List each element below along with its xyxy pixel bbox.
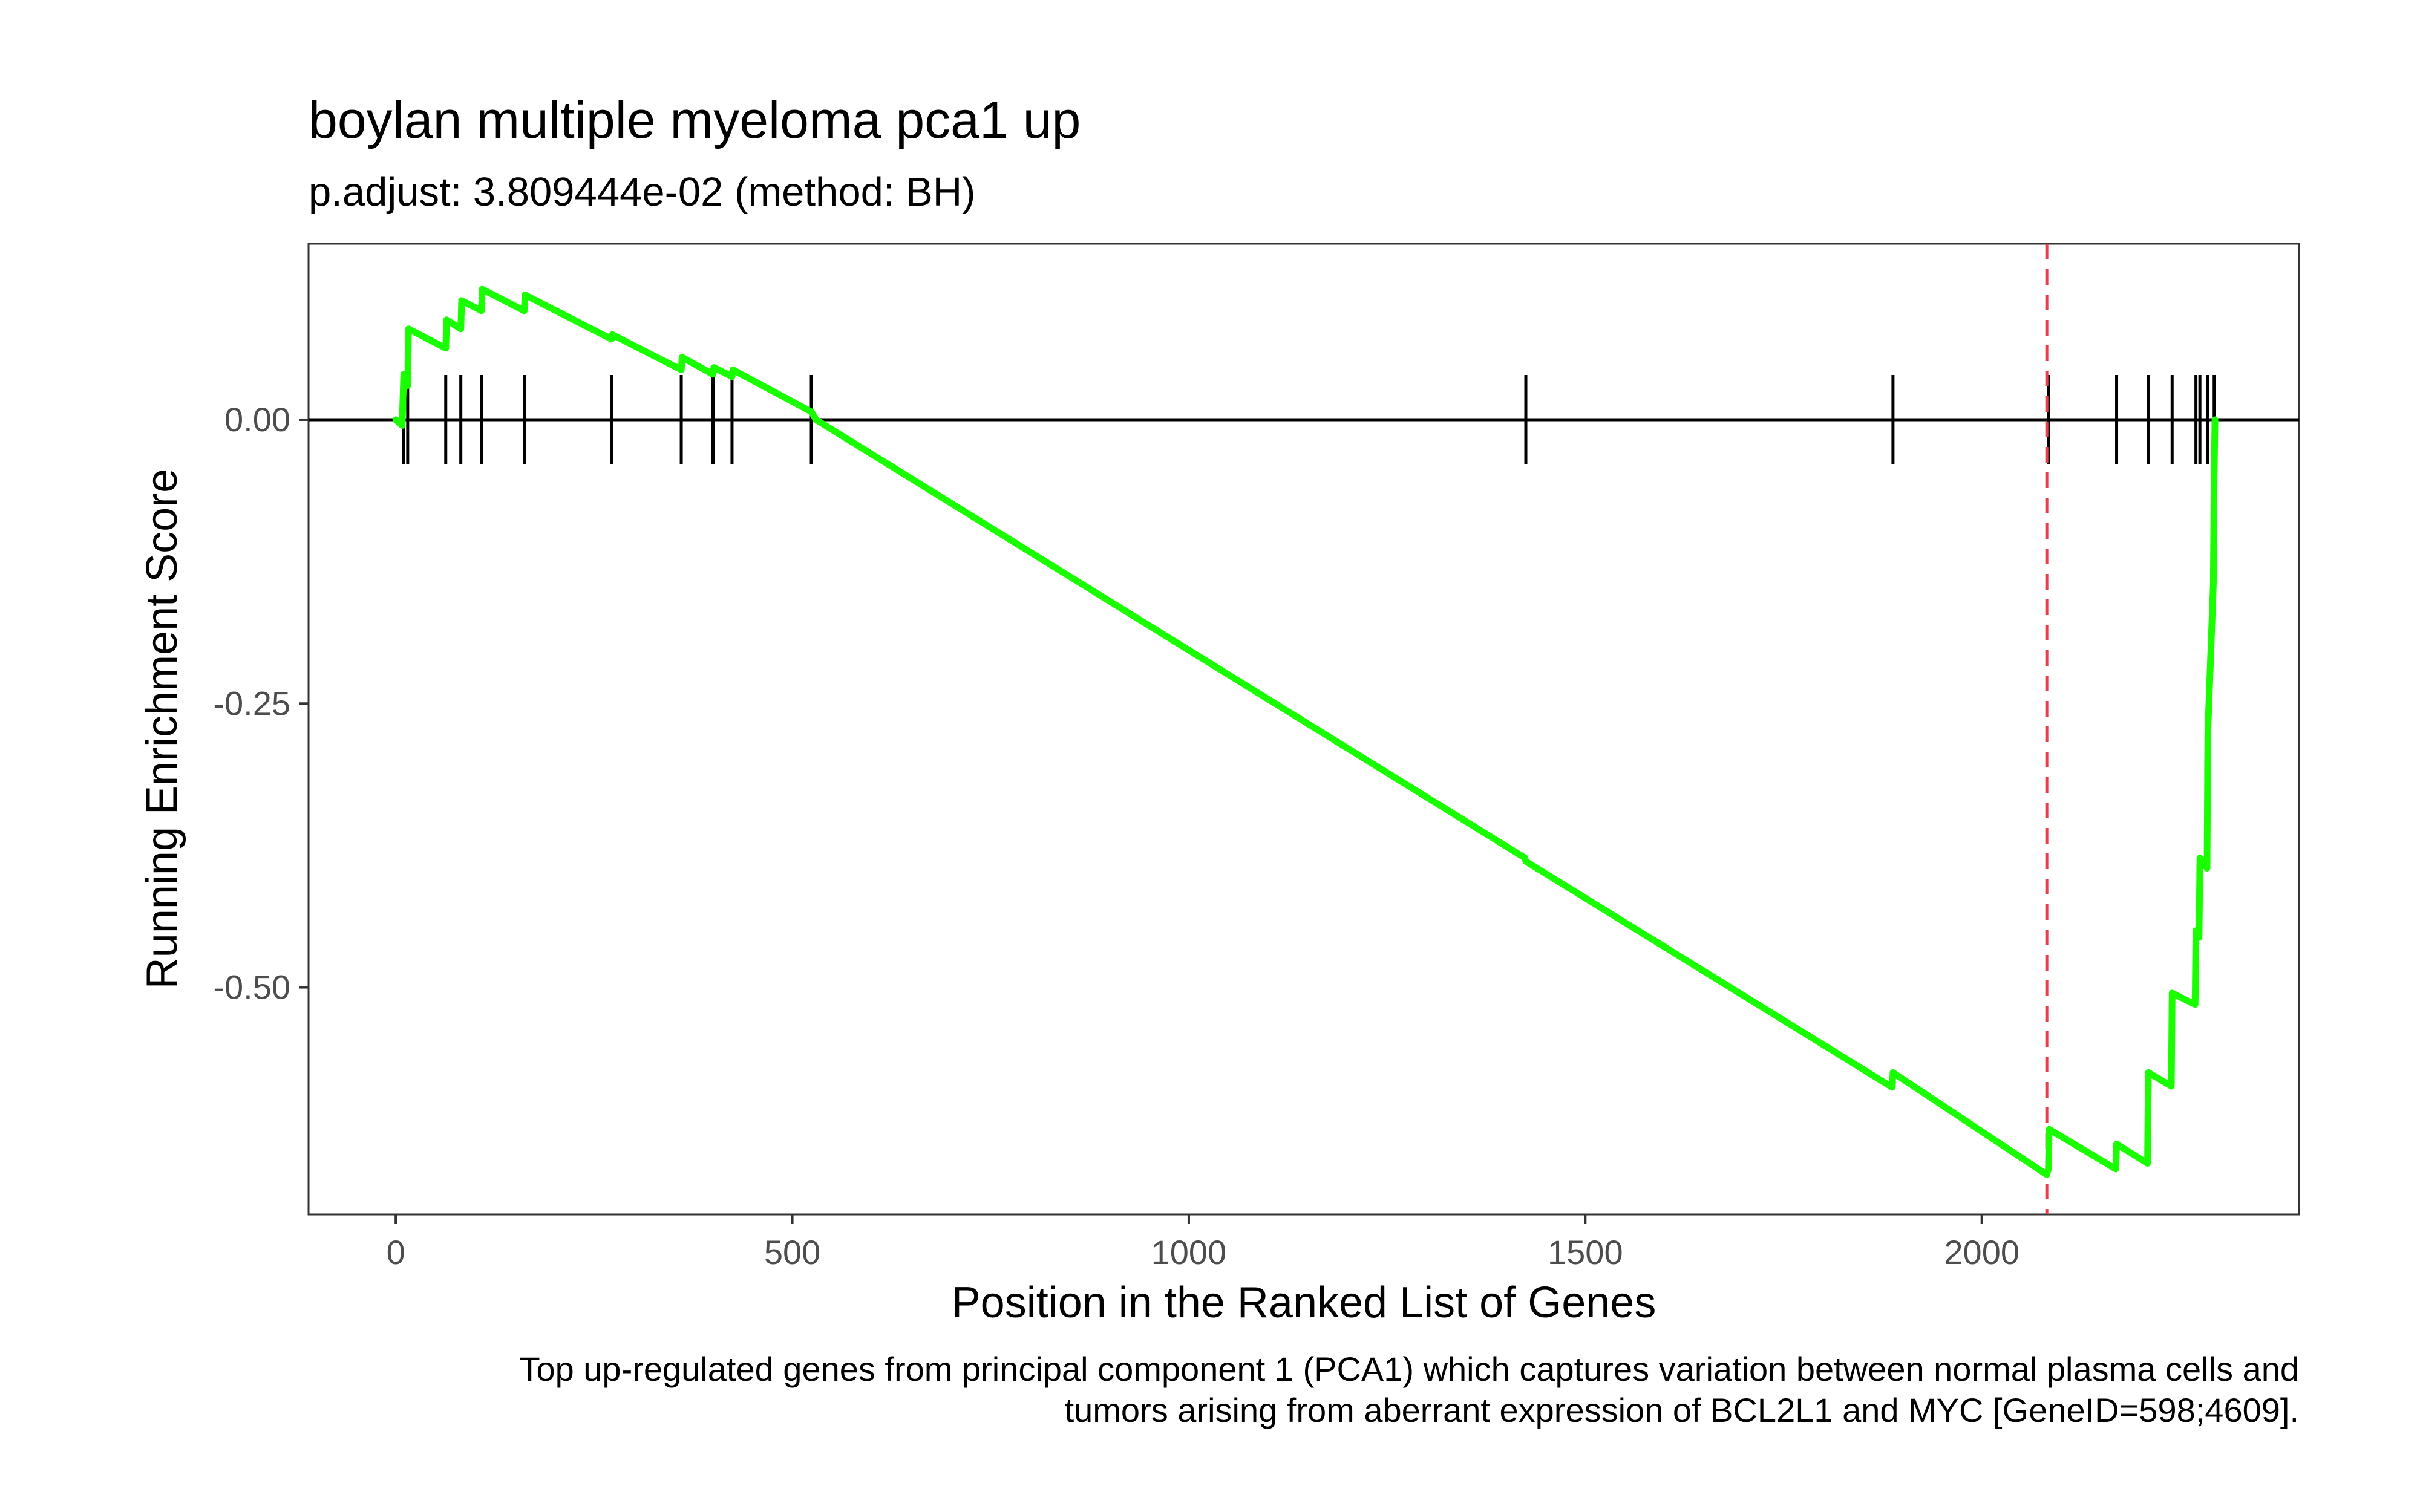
caption-line-1: Top up-regulated genes from principal co… xyxy=(519,1350,2299,1388)
y-axis: 0.00 -0.25 -0.50 xyxy=(213,400,309,1006)
y-tick-label: -0.50 xyxy=(213,968,290,1006)
x-tick-label: 500 xyxy=(764,1233,820,1271)
x-axis: 0 500 1000 1500 2000 xyxy=(387,1214,2019,1271)
y-tick-label: 0.00 xyxy=(224,400,290,438)
x-axis-title: Position in the Ranked List of Genes xyxy=(952,1279,1656,1327)
chart-subtitle: p.adjust: 3.809444e-02 (method: BH) xyxy=(309,169,975,215)
x-tick-label: 1000 xyxy=(1151,1233,1227,1271)
chart-title: boylan multiple myeloma pca1 up xyxy=(309,91,1081,149)
running-score-curve xyxy=(392,285,2219,1178)
enrichment-line xyxy=(392,285,2219,1178)
plot-panel xyxy=(307,243,2300,1216)
y-axis-title: Running Enrichment Score xyxy=(138,469,186,989)
caption-line-2: tumors arising from aberrant expression … xyxy=(1065,1391,2299,1429)
x-tick-label: 1500 xyxy=(1548,1233,1623,1271)
x-tick-label: 2000 xyxy=(1944,1233,2019,1271)
y-tick-label: -0.25 xyxy=(213,684,290,722)
x-tick-label: 0 xyxy=(387,1233,405,1271)
